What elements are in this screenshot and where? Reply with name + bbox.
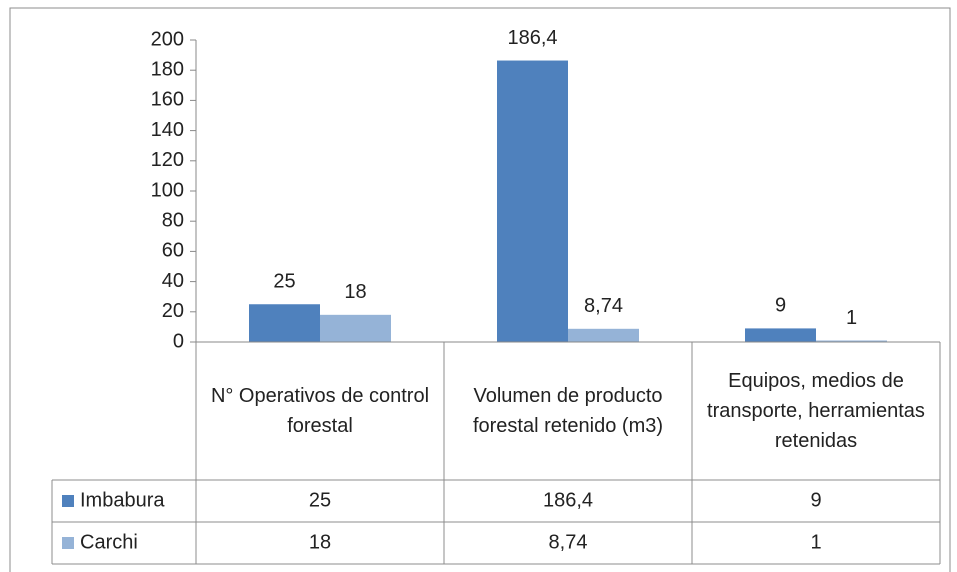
y-tick-label: 40 — [162, 270, 184, 292]
data-label: 186,4 — [507, 27, 557, 49]
data-label: 8,74 — [584, 295, 623, 317]
bar — [497, 60, 568, 342]
y-tick-label: 20 — [162, 300, 184, 322]
legend-label: Imbabura — [80, 489, 165, 511]
bar — [249, 304, 320, 342]
category-label: Volumen de producto forestal retenido (m… — [472, 385, 664, 437]
data-label: 25 — [273, 271, 295, 293]
table-cell: 9 — [810, 489, 821, 511]
y-tick-label: 100 — [151, 179, 184, 201]
bar — [745, 328, 816, 342]
table-cell: 186,4 — [543, 489, 593, 511]
table-cell: 8,74 — [549, 531, 588, 553]
bar — [568, 328, 639, 342]
bar — [320, 314, 391, 342]
y-tick-label: 0 — [173, 330, 184, 352]
data-label: 18 — [344, 281, 366, 303]
y-tick-label: 200 — [151, 28, 184, 50]
table-cell: 18 — [309, 531, 331, 553]
legend-key — [62, 495, 74, 507]
bar — [816, 340, 887, 342]
table-cell: 1 — [810, 531, 821, 553]
y-tick-label: 180 — [151, 58, 184, 80]
chart-border — [9, 7, 951, 572]
table-cell: 25 — [309, 489, 331, 511]
y-tick-label: 80 — [162, 209, 184, 231]
category-label: N° Operativos de control forestal — [210, 385, 430, 437]
y-tick-label: 120 — [151, 149, 184, 171]
category-label: Equipos, medios de transporte, herramien… — [707, 370, 925, 452]
y-tick-label: 140 — [151, 119, 184, 141]
y-tick-label: 60 — [162, 240, 184, 262]
legend-key — [62, 537, 74, 549]
y-tick-label: 160 — [151, 89, 184, 111]
data-label: 1 — [846, 307, 857, 329]
legend-label: Carchi — [80, 531, 138, 553]
data-label: 9 — [775, 295, 786, 317]
